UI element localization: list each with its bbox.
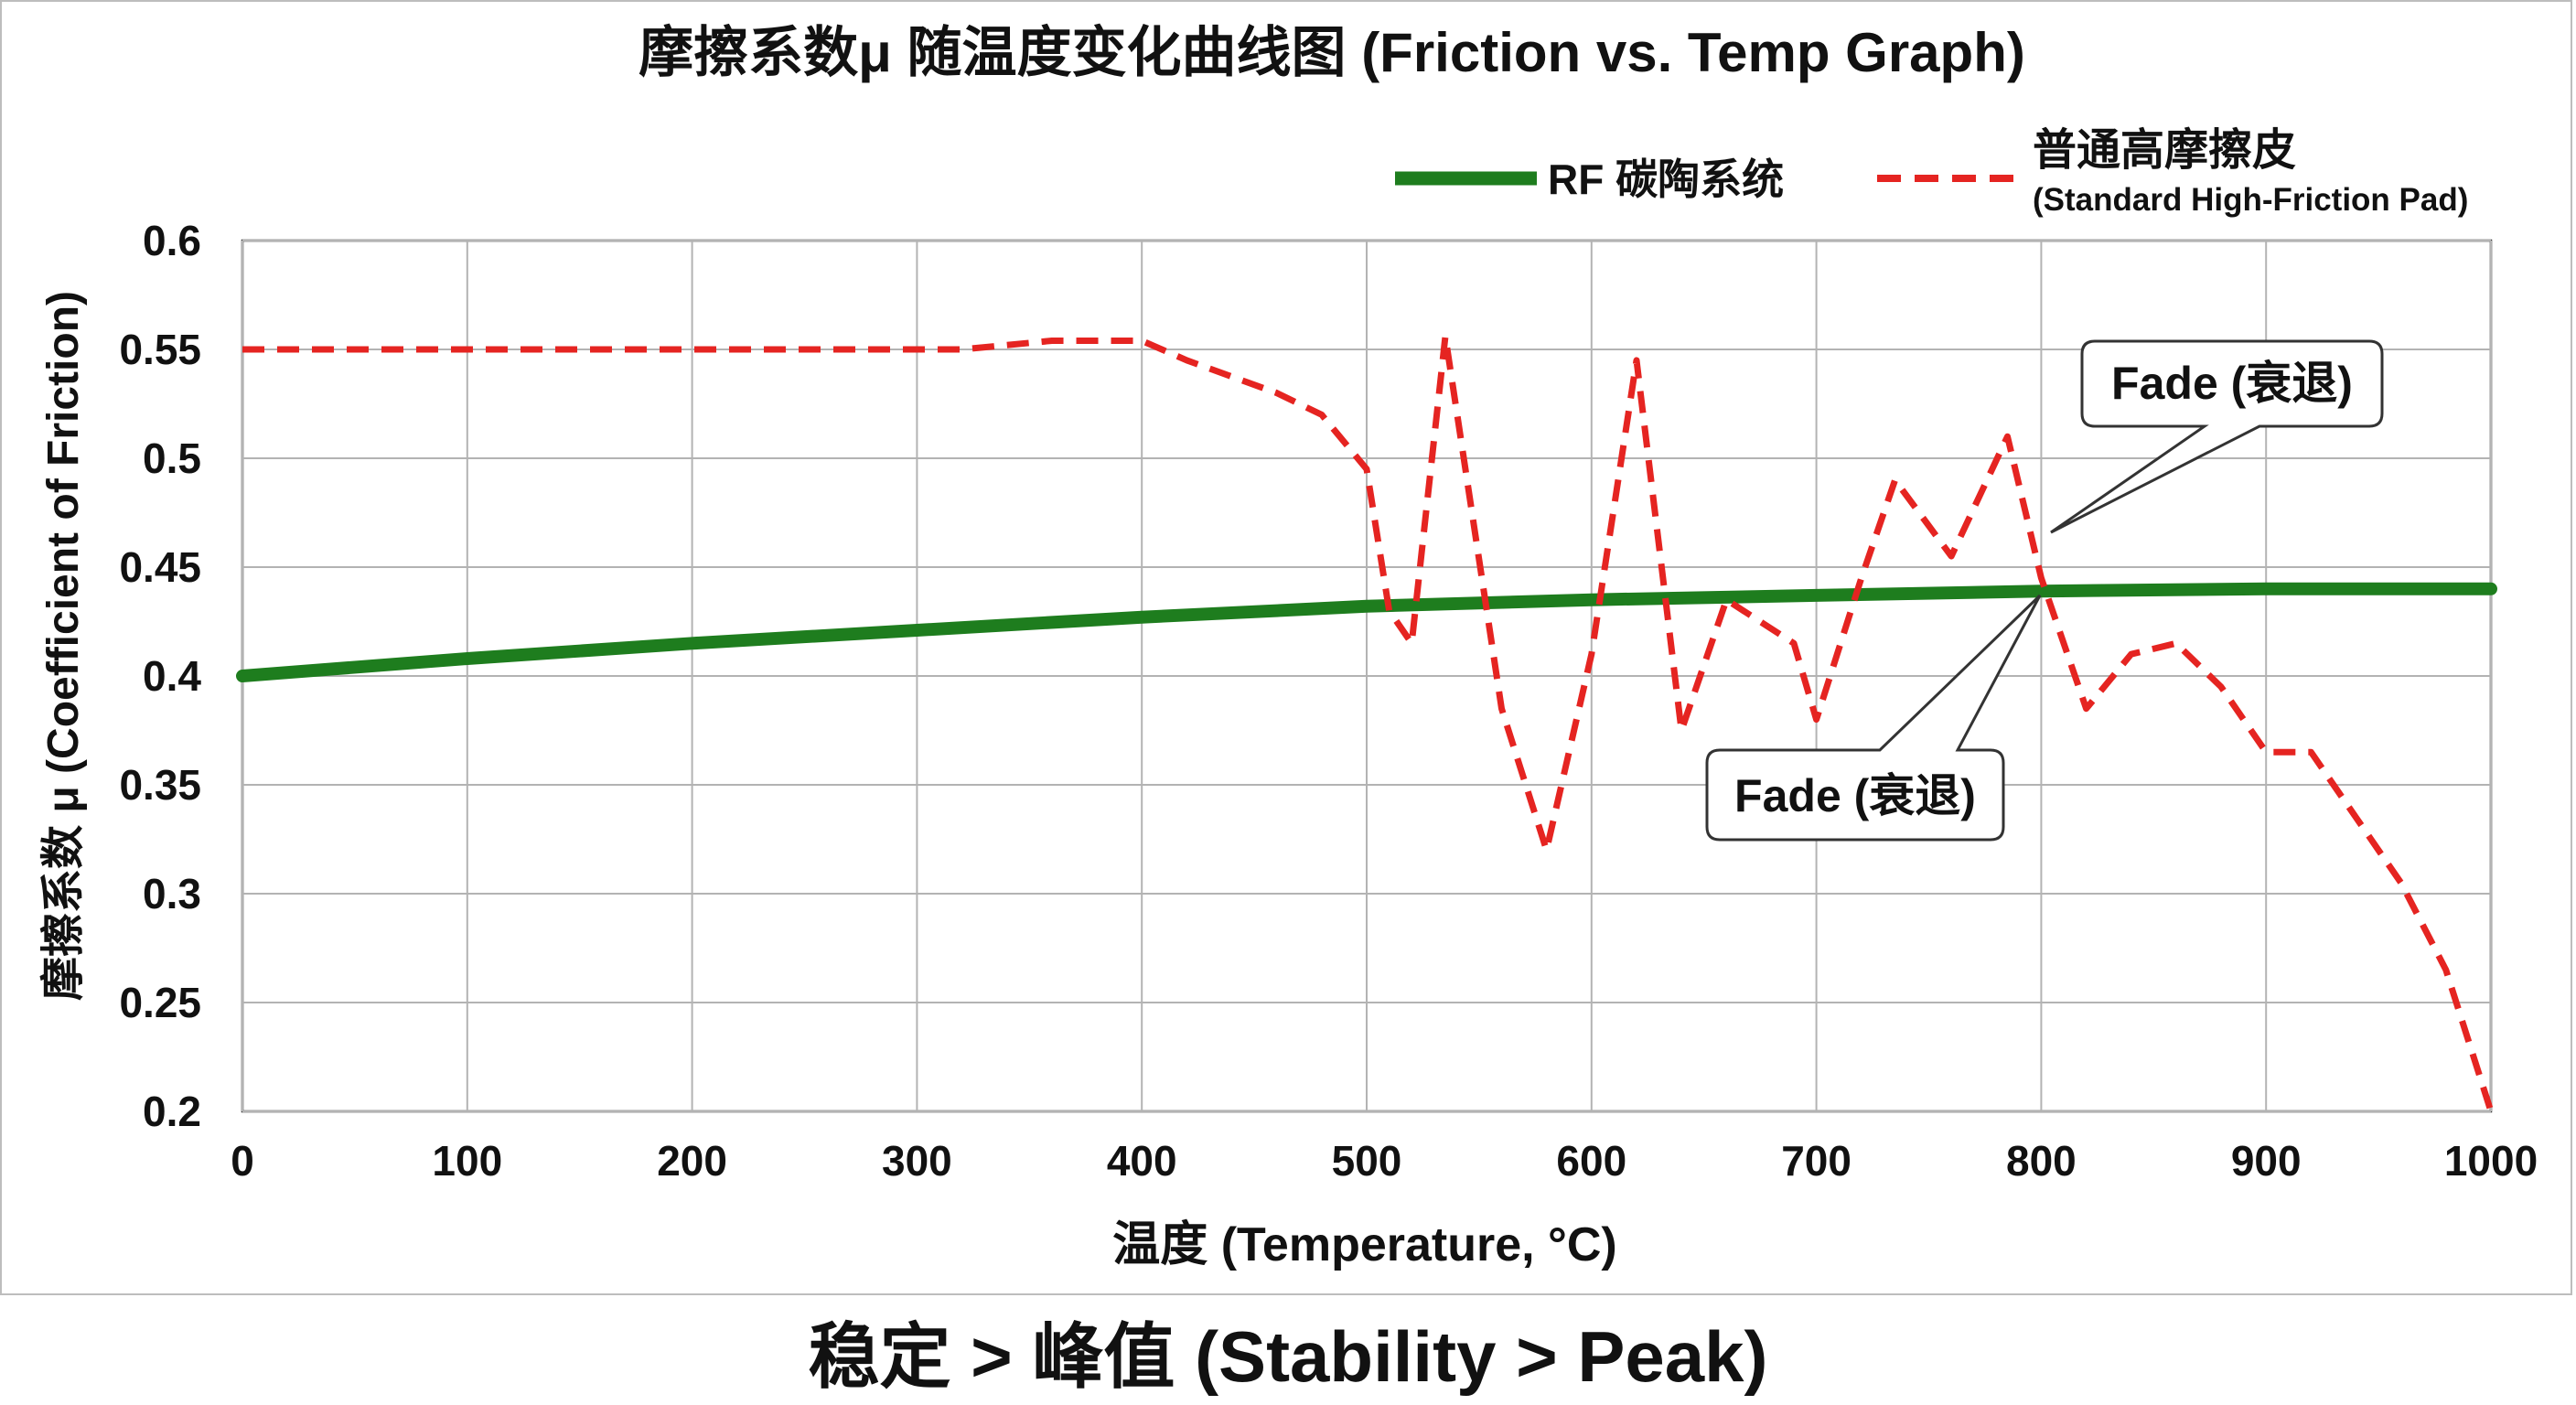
legend-label-rf: RF 碳陶系统 — [1548, 156, 1784, 203]
x-tick-label: 300 — [882, 1137, 952, 1185]
footer-caption: 稳定 > 峰值 (Stability > Peak) — [808, 1316, 1768, 1397]
chart-title: 摩擦系数μ 随温度变化曲线图 (Friction vs. Temp Graph) — [639, 22, 2025, 83]
callout-text-upper: Fade (衰退) — [2111, 358, 2353, 409]
x-tick-label: 900 — [2231, 1137, 2302, 1185]
y-tick-label: 0.25 — [119, 979, 201, 1026]
callout-text-lower: Fade (衰退) — [1734, 770, 1976, 821]
series-layer — [236, 333, 2497, 1113]
x-axis-label: 温度 (Temperature, °C) — [1112, 1218, 1616, 1271]
x-tick-label: 200 — [657, 1137, 727, 1185]
y-tick-label: 0.6 — [143, 217, 201, 264]
y-tick-label: 0.55 — [119, 326, 201, 373]
x-tick-label: 100 — [432, 1137, 502, 1185]
y-tick-label: 0.3 — [143, 870, 201, 917]
legend-label-standard: 普通高摩擦皮 — [2033, 126, 2296, 175]
x-tick-label: 500 — [1332, 1137, 1402, 1185]
x-tick-label: 800 — [2006, 1137, 2077, 1185]
annotation-fade-upper: Fade (衰退) — [2050, 339, 2384, 534]
callout-bubble-upper — [2050, 339, 2384, 534]
series-line-rf-carbon-ceramic — [236, 582, 2497, 682]
x-tick-label: 700 — [1781, 1137, 1852, 1185]
y-tick-label: 0.2 — [143, 1088, 201, 1135]
series-line-standard-pad — [242, 333, 2495, 1113]
chart-frame — [0, 0, 2572, 1295]
y-tick-label: 0.5 — [143, 434, 201, 482]
legend-sublabel-standard: (Standard High-Friction Pad) — [2033, 182, 2468, 218]
annotation-fade-lower: Fade (衰退) — [1705, 594, 2042, 842]
y-tick-label: 0.45 — [119, 543, 201, 591]
x-tick-label: 400 — [1107, 1137, 1177, 1185]
y-tick-label: 0.4 — [143, 652, 201, 700]
legend: RF 碳陶系统 普通高摩擦皮 (Standard High-Friction P… — [1395, 126, 2468, 218]
x-tick-label: 600 — [1556, 1137, 1626, 1185]
x-tick-label: 1000 — [2444, 1137, 2538, 1185]
tick-labels: 0 100 200 300 400 500 600 700 800 900 1000 0.6 0.55 0… — [119, 217, 2538, 1185]
x-tick-label: 0 — [231, 1137, 254, 1185]
y-tick-label: 0.35 — [119, 761, 201, 809]
callout-bubble-lower — [1705, 594, 2042, 842]
friction-temp-chart: 摩擦系数μ 随温度变化曲线图 (Friction vs. Temp Graph)… — [39, 22, 2538, 1271]
y-axis-label: 摩擦系数 μ (Coefficient of Friction) — [39, 291, 88, 1001]
